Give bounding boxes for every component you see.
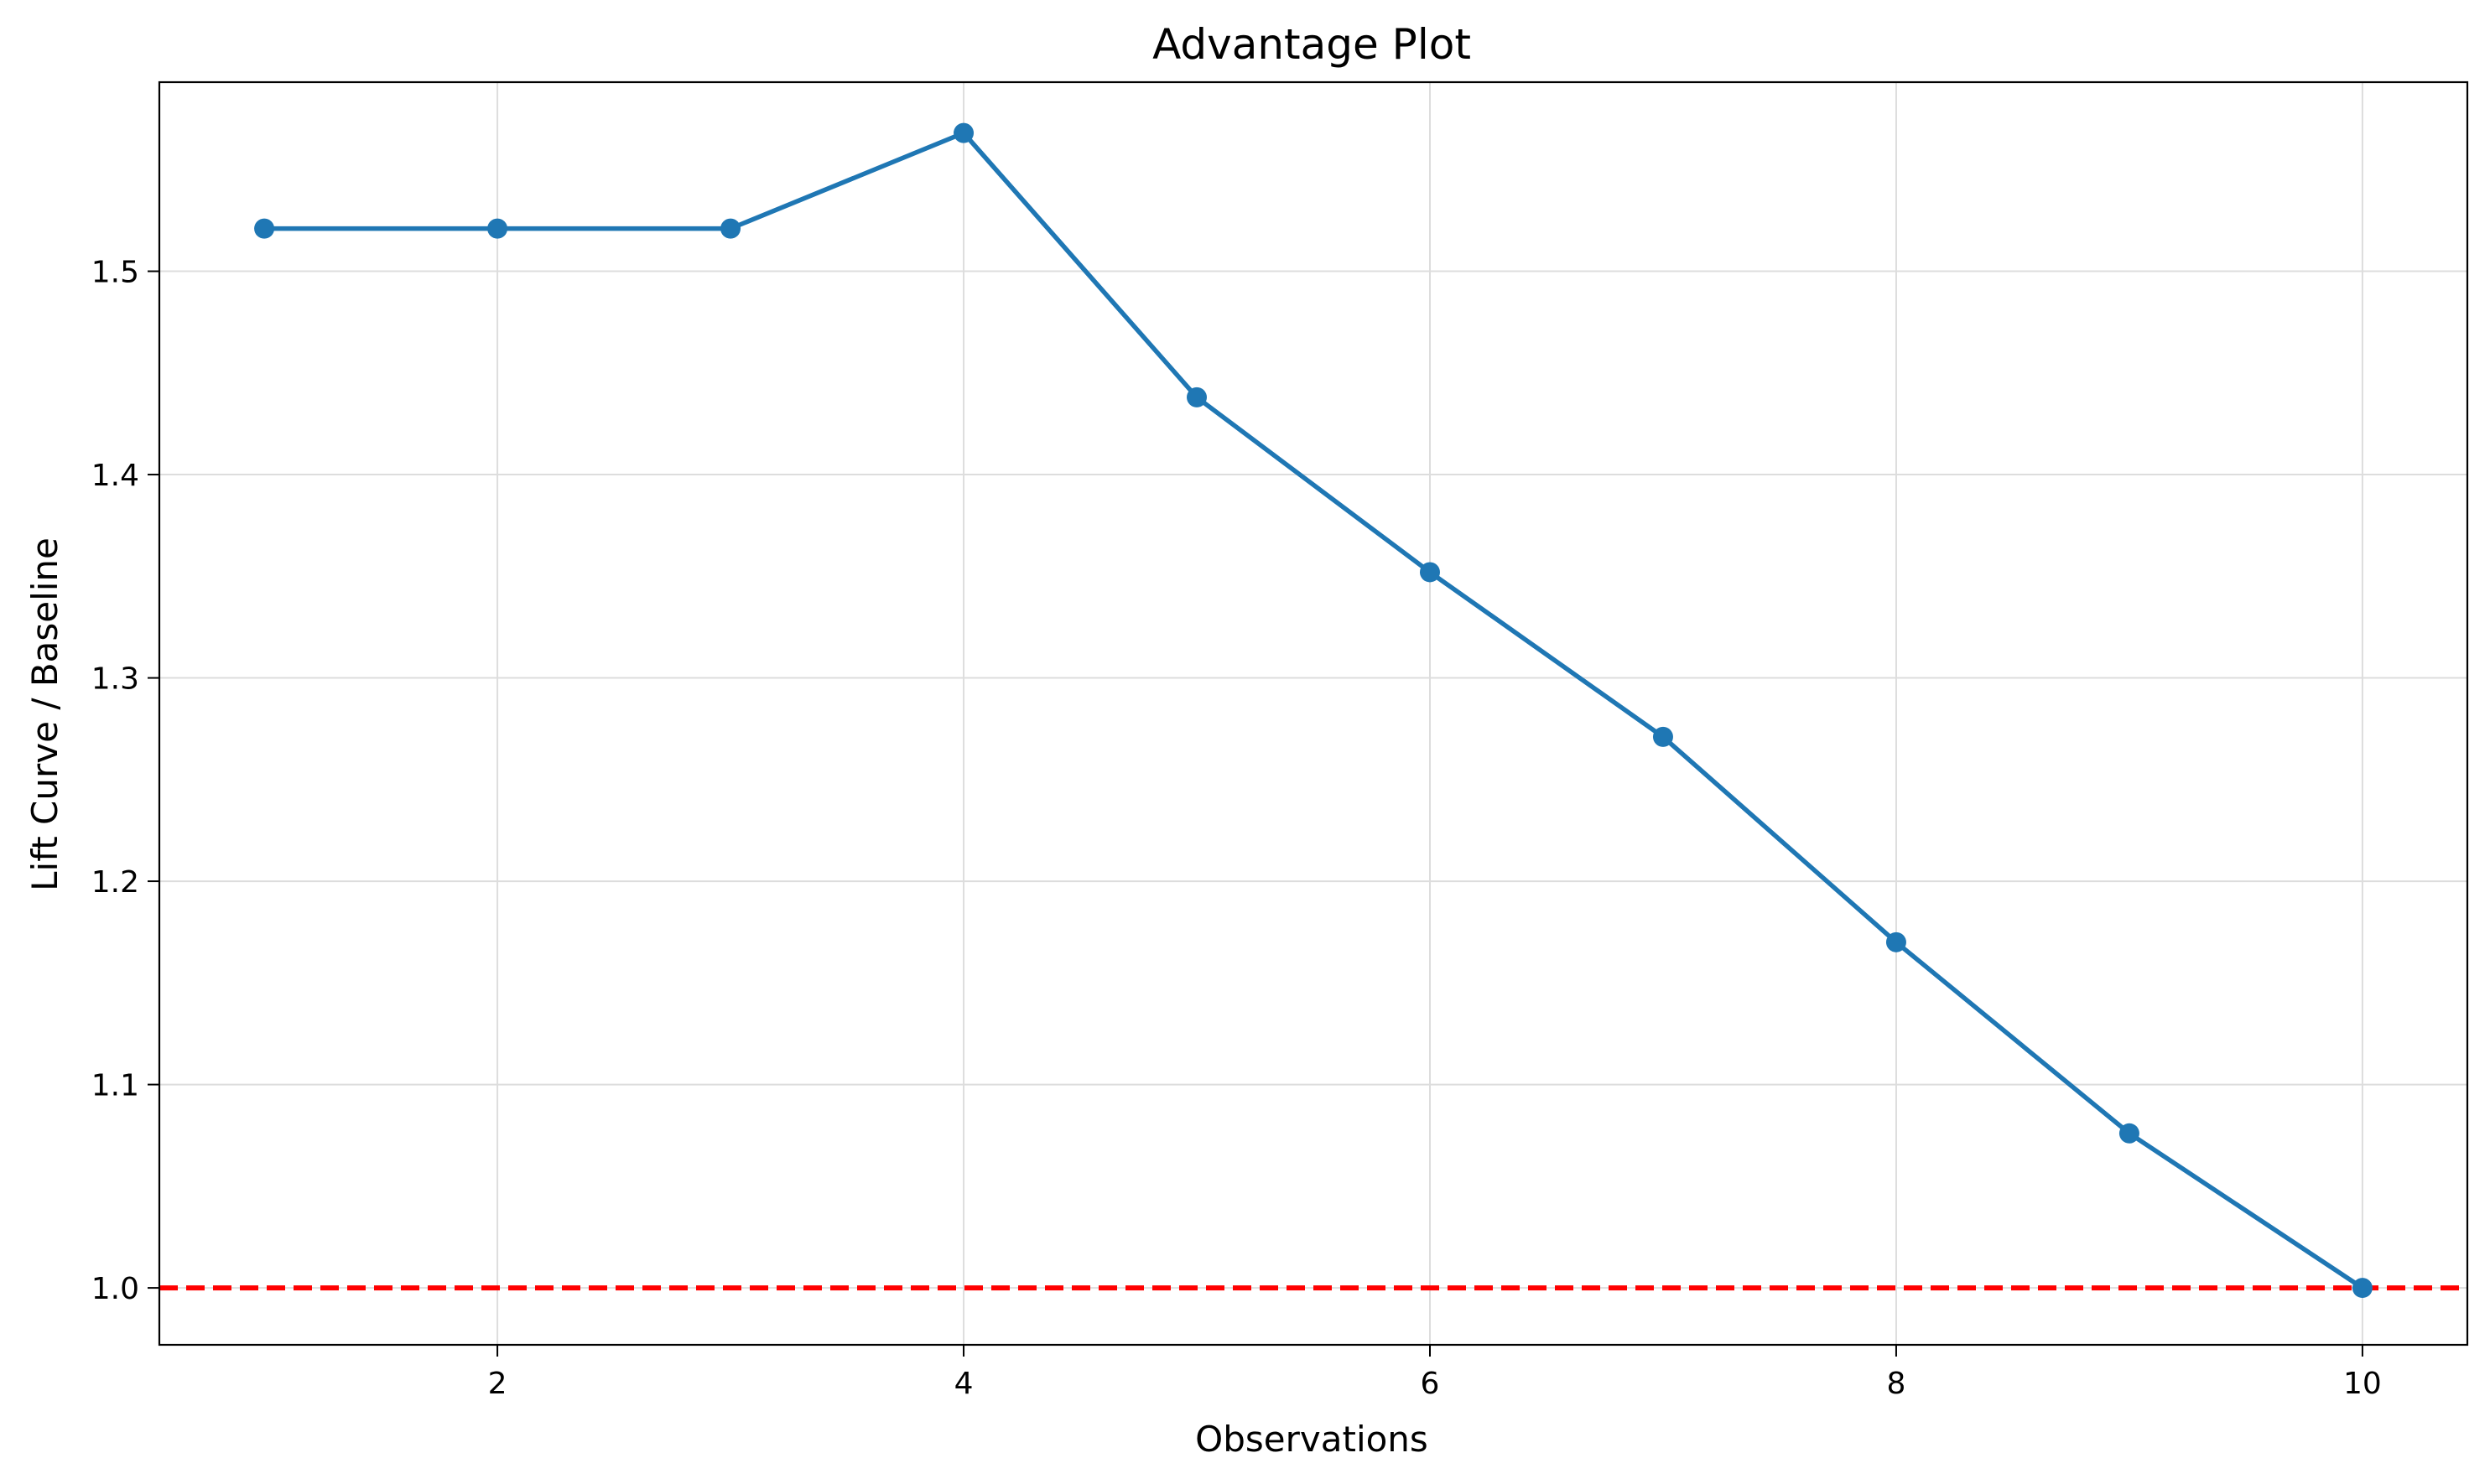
data-point: [254, 218, 275, 239]
data-point: [2118, 1123, 2139, 1144]
data-point: [1419, 562, 1440, 583]
y-tick-label: 1.2: [91, 865, 139, 900]
chart-title: Advantage Plot: [1152, 20, 1471, 69]
data-point: [1652, 726, 1673, 747]
data-point: [1885, 931, 1906, 952]
series-layer: [254, 122, 2373, 1299]
y-tick-label: 1.3: [91, 662, 139, 697]
data-point: [487, 218, 508, 239]
x-axis-label: Observations: [1195, 1419, 1428, 1460]
y-tick-label: 1.1: [91, 1069, 139, 1103]
data-point: [1187, 387, 1208, 407]
x-tick-label: 2: [488, 1367, 507, 1401]
data-point: [954, 122, 975, 143]
axis-ticks: 2 4 6 8 10 1.0 1.1 1.2 1.3 1.4 1.5: [91, 256, 2382, 1401]
y-tick-label: 1.5: [91, 256, 139, 290]
series-line: [264, 130, 2364, 1290]
plot-frame: [158, 80, 2469, 1346]
x-tick-label: 10: [2343, 1367, 2382, 1401]
y-axis-label: Lift Curve / Baseline: [24, 537, 65, 891]
y-tick-label: 1.0: [91, 1272, 139, 1306]
x-tick-label: 4: [954, 1367, 974, 1401]
x-tick-label: 8: [1886, 1367, 1905, 1401]
data-point: [720, 218, 741, 239]
x-tick-label: 6: [1421, 1367, 1440, 1401]
data-point: [2352, 1278, 2373, 1299]
y-tick-label: 1.4: [91, 459, 139, 493]
